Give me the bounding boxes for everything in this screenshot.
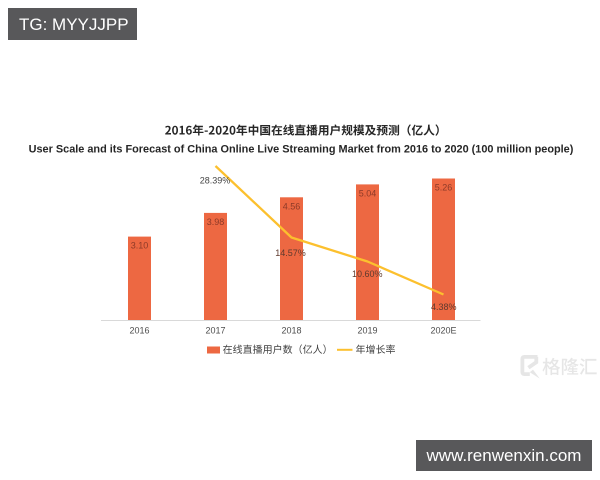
- svg-text:2019: 2019: [357, 326, 377, 336]
- svg-text:28.39%: 28.39%: [200, 176, 231, 186]
- svg-text:4.38%: 4.38%: [431, 302, 457, 312]
- svg-text:5.26: 5.26: [435, 183, 453, 193]
- svg-text:2018: 2018: [281, 326, 301, 336]
- svg-text:User Scale and its Forecast of: User Scale and its Forecast of China Onl…: [29, 144, 574, 156]
- svg-text:5.04: 5.04: [359, 188, 377, 198]
- svg-text:2020E: 2020E: [430, 326, 456, 336]
- svg-text:10.60%: 10.60%: [352, 269, 383, 279]
- svg-text:3.10: 3.10: [131, 241, 149, 251]
- svg-text:14.57%: 14.57%: [275, 248, 306, 258]
- svg-text:2016: 2016: [129, 326, 149, 336]
- svg-text:2017: 2017: [205, 326, 225, 336]
- svg-text:3.98: 3.98: [207, 217, 225, 227]
- svg-text:4.56: 4.56: [283, 201, 301, 211]
